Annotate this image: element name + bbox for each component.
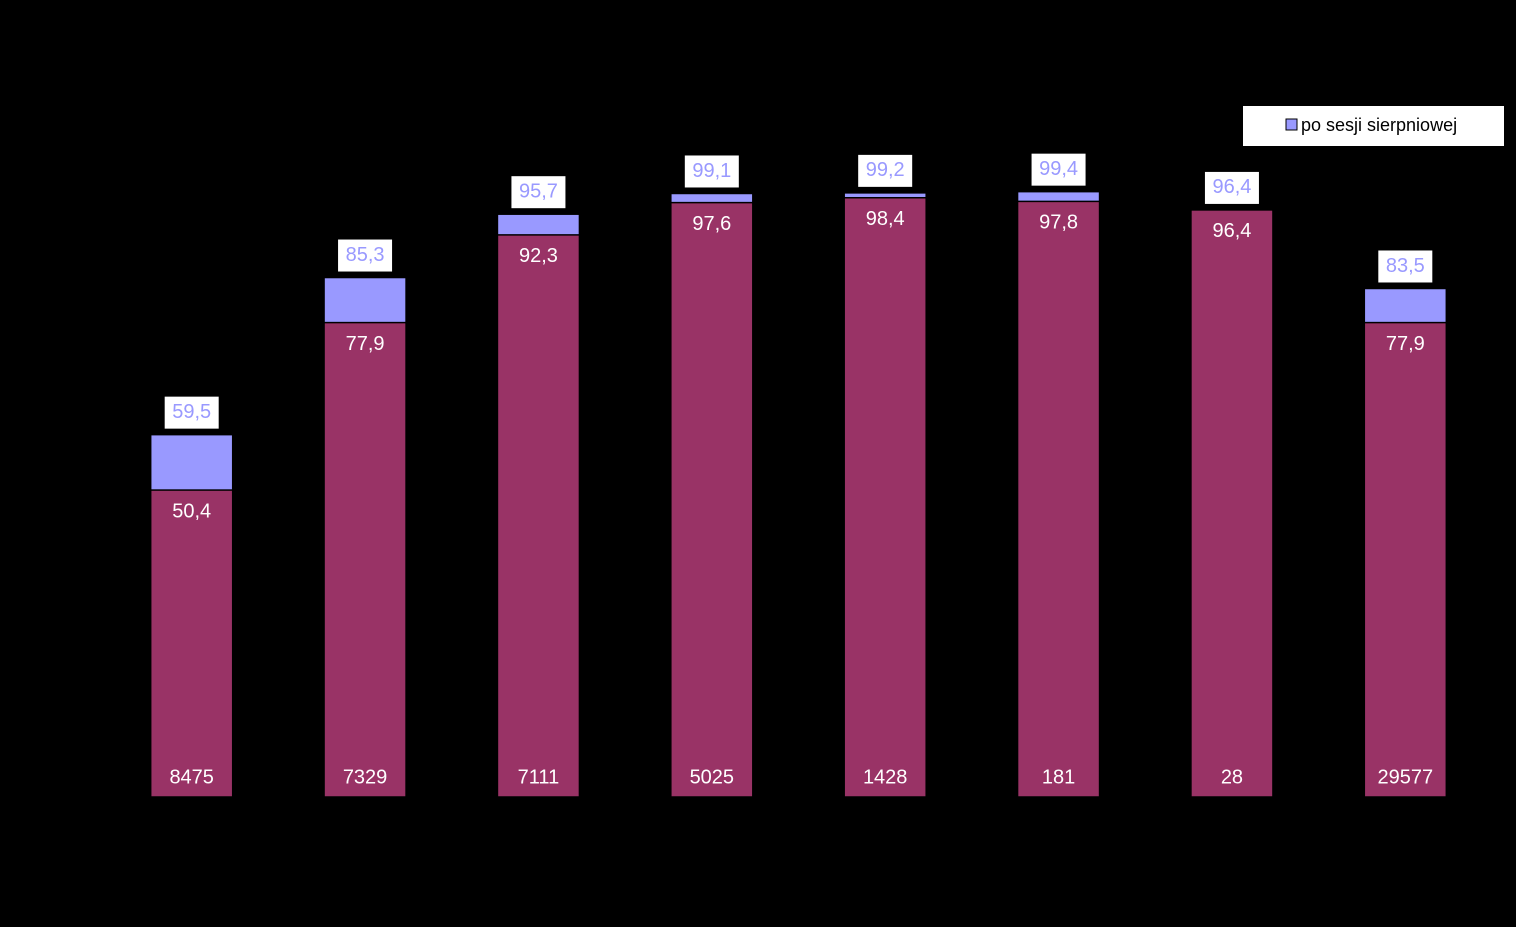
value-label-box — [684, 155, 739, 188]
value-label: 97,6 — [692, 213, 731, 235]
bar — [1190, 209, 1274, 798]
bar — [1016, 200, 1101, 798]
bar — [496, 234, 581, 798]
bar — [670, 201, 754, 798]
value-label: 97,8 — [1039, 212, 1078, 234]
value-label: 96,4 — [1212, 176, 1251, 198]
legend-swatch — [1285, 118, 1298, 131]
value-label: 92,3 — [519, 245, 558, 267]
count-label: 8475 — [169, 766, 214, 788]
value-label: 50,4 — [172, 500, 211, 522]
value-label-box — [858, 154, 913, 187]
value-label-box — [511, 176, 566, 209]
value-label: 96,4 — [1212, 220, 1251, 242]
value-label-box — [1031, 153, 1086, 186]
value-label: 77,9 — [346, 333, 385, 355]
count-label: 7329 — [343, 766, 388, 788]
value-label: 59,5 — [172, 401, 211, 423]
value-label-box — [1204, 171, 1259, 204]
value-label: 99,1 — [692, 160, 731, 182]
value-label: 77,9 — [1386, 333, 1425, 355]
value-label: 99,4 — [1039, 158, 1078, 180]
value-label: 98,4 — [866, 208, 905, 230]
value-label-box — [338, 239, 393, 272]
bar — [843, 196, 927, 798]
count-label: 7111 — [518, 766, 560, 788]
count-label: 181 — [1042, 766, 1075, 788]
count-label: 5025 — [690, 766, 735, 788]
legend-label: po sesji sierpniowej — [1301, 115, 1457, 135]
count-label: 28 — [1221, 766, 1243, 788]
count-label: 29577 — [1378, 766, 1434, 788]
value-label-box — [164, 396, 219, 429]
value-label-box — [1378, 250, 1433, 283]
bar — [149, 489, 234, 798]
bar — [1363, 321, 1448, 798]
value-label: 99,2 — [866, 159, 905, 181]
value-label: 85,3 — [346, 244, 385, 266]
count-label: 1428 — [863, 766, 908, 788]
bar — [323, 321, 407, 798]
value-label: 83,5 — [1386, 255, 1425, 277]
value-label: 95,7 — [519, 180, 558, 202]
